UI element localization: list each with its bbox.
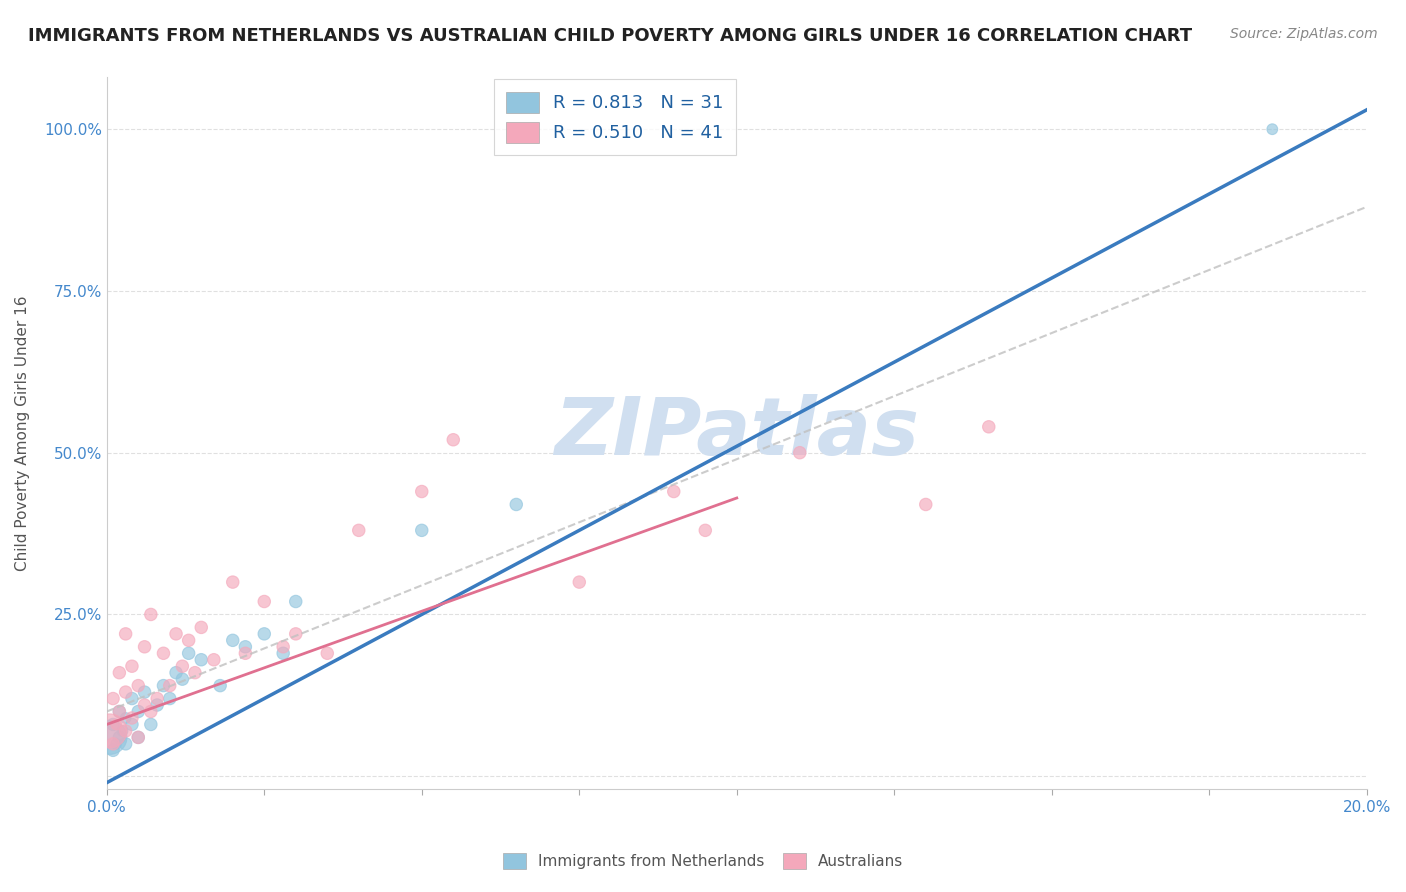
Point — [202, 653, 225, 667]
Point — [111, 723, 134, 738]
Point — [284, 627, 307, 641]
Text: ZIPatlas: ZIPatlas — [554, 394, 920, 472]
Point — [108, 665, 131, 680]
Point — [347, 524, 370, 538]
Point — [159, 691, 181, 706]
Point — [127, 679, 149, 693]
Point — [139, 705, 162, 719]
Point — [105, 737, 128, 751]
Point — [139, 607, 162, 622]
Text: Source: ZipAtlas.com: Source: ZipAtlas.com — [1230, 27, 1378, 41]
Legend: R = 0.813   N = 31, R = 0.510   N = 41: R = 0.813 N = 31, R = 0.510 N = 41 — [494, 79, 737, 155]
Point — [98, 723, 121, 738]
Point — [101, 717, 124, 731]
Point — [101, 737, 124, 751]
Point — [165, 627, 187, 641]
Point — [139, 717, 162, 731]
Point — [662, 484, 685, 499]
Point — [127, 731, 149, 745]
Point — [98, 731, 121, 745]
Point — [789, 446, 811, 460]
Point — [914, 498, 936, 512]
Point — [695, 524, 717, 538]
Point — [271, 640, 294, 654]
Point — [159, 679, 181, 693]
Point — [134, 640, 156, 654]
Point — [108, 705, 131, 719]
Point — [411, 484, 433, 499]
Point — [209, 679, 232, 693]
Point — [271, 646, 294, 660]
Point — [146, 698, 169, 712]
Point — [977, 419, 1000, 434]
Point — [235, 646, 257, 660]
Point — [134, 685, 156, 699]
Point — [235, 640, 257, 654]
Point — [114, 627, 136, 641]
Point — [165, 665, 187, 680]
Point — [222, 575, 245, 590]
Point — [114, 723, 136, 738]
Point — [222, 633, 245, 648]
Y-axis label: Child Poverty Among Girls Under 16: Child Poverty Among Girls Under 16 — [15, 295, 30, 571]
Point — [184, 665, 207, 680]
Point — [121, 691, 143, 706]
Point — [101, 743, 124, 757]
Point — [108, 705, 131, 719]
Point — [441, 433, 464, 447]
Point — [505, 498, 527, 512]
Point — [114, 711, 136, 725]
Legend: Immigrants from Netherlands, Australians: Immigrants from Netherlands, Australians — [496, 847, 910, 875]
Point — [172, 672, 194, 686]
Point — [105, 717, 128, 731]
Point — [134, 698, 156, 712]
Point — [172, 659, 194, 673]
Point — [114, 685, 136, 699]
Point — [177, 633, 200, 648]
Point — [127, 705, 149, 719]
Point — [152, 679, 174, 693]
Point — [114, 737, 136, 751]
Point — [190, 620, 212, 634]
Point — [177, 646, 200, 660]
Point — [121, 711, 143, 725]
Point — [127, 731, 149, 745]
Point — [253, 627, 276, 641]
Point — [316, 646, 339, 660]
Point — [411, 524, 433, 538]
Point — [568, 575, 591, 590]
Point — [121, 717, 143, 731]
Point — [108, 731, 131, 745]
Point — [121, 659, 143, 673]
Text: IMMIGRANTS FROM NETHERLANDS VS AUSTRALIAN CHILD POVERTY AMONG GIRLS UNDER 16 COR: IMMIGRANTS FROM NETHERLANDS VS AUSTRALIA… — [28, 27, 1192, 45]
Point — [284, 594, 307, 608]
Point — [190, 653, 212, 667]
Point — [1261, 122, 1284, 136]
Point — [101, 691, 124, 706]
Point — [146, 691, 169, 706]
Point — [253, 594, 276, 608]
Point — [152, 646, 174, 660]
